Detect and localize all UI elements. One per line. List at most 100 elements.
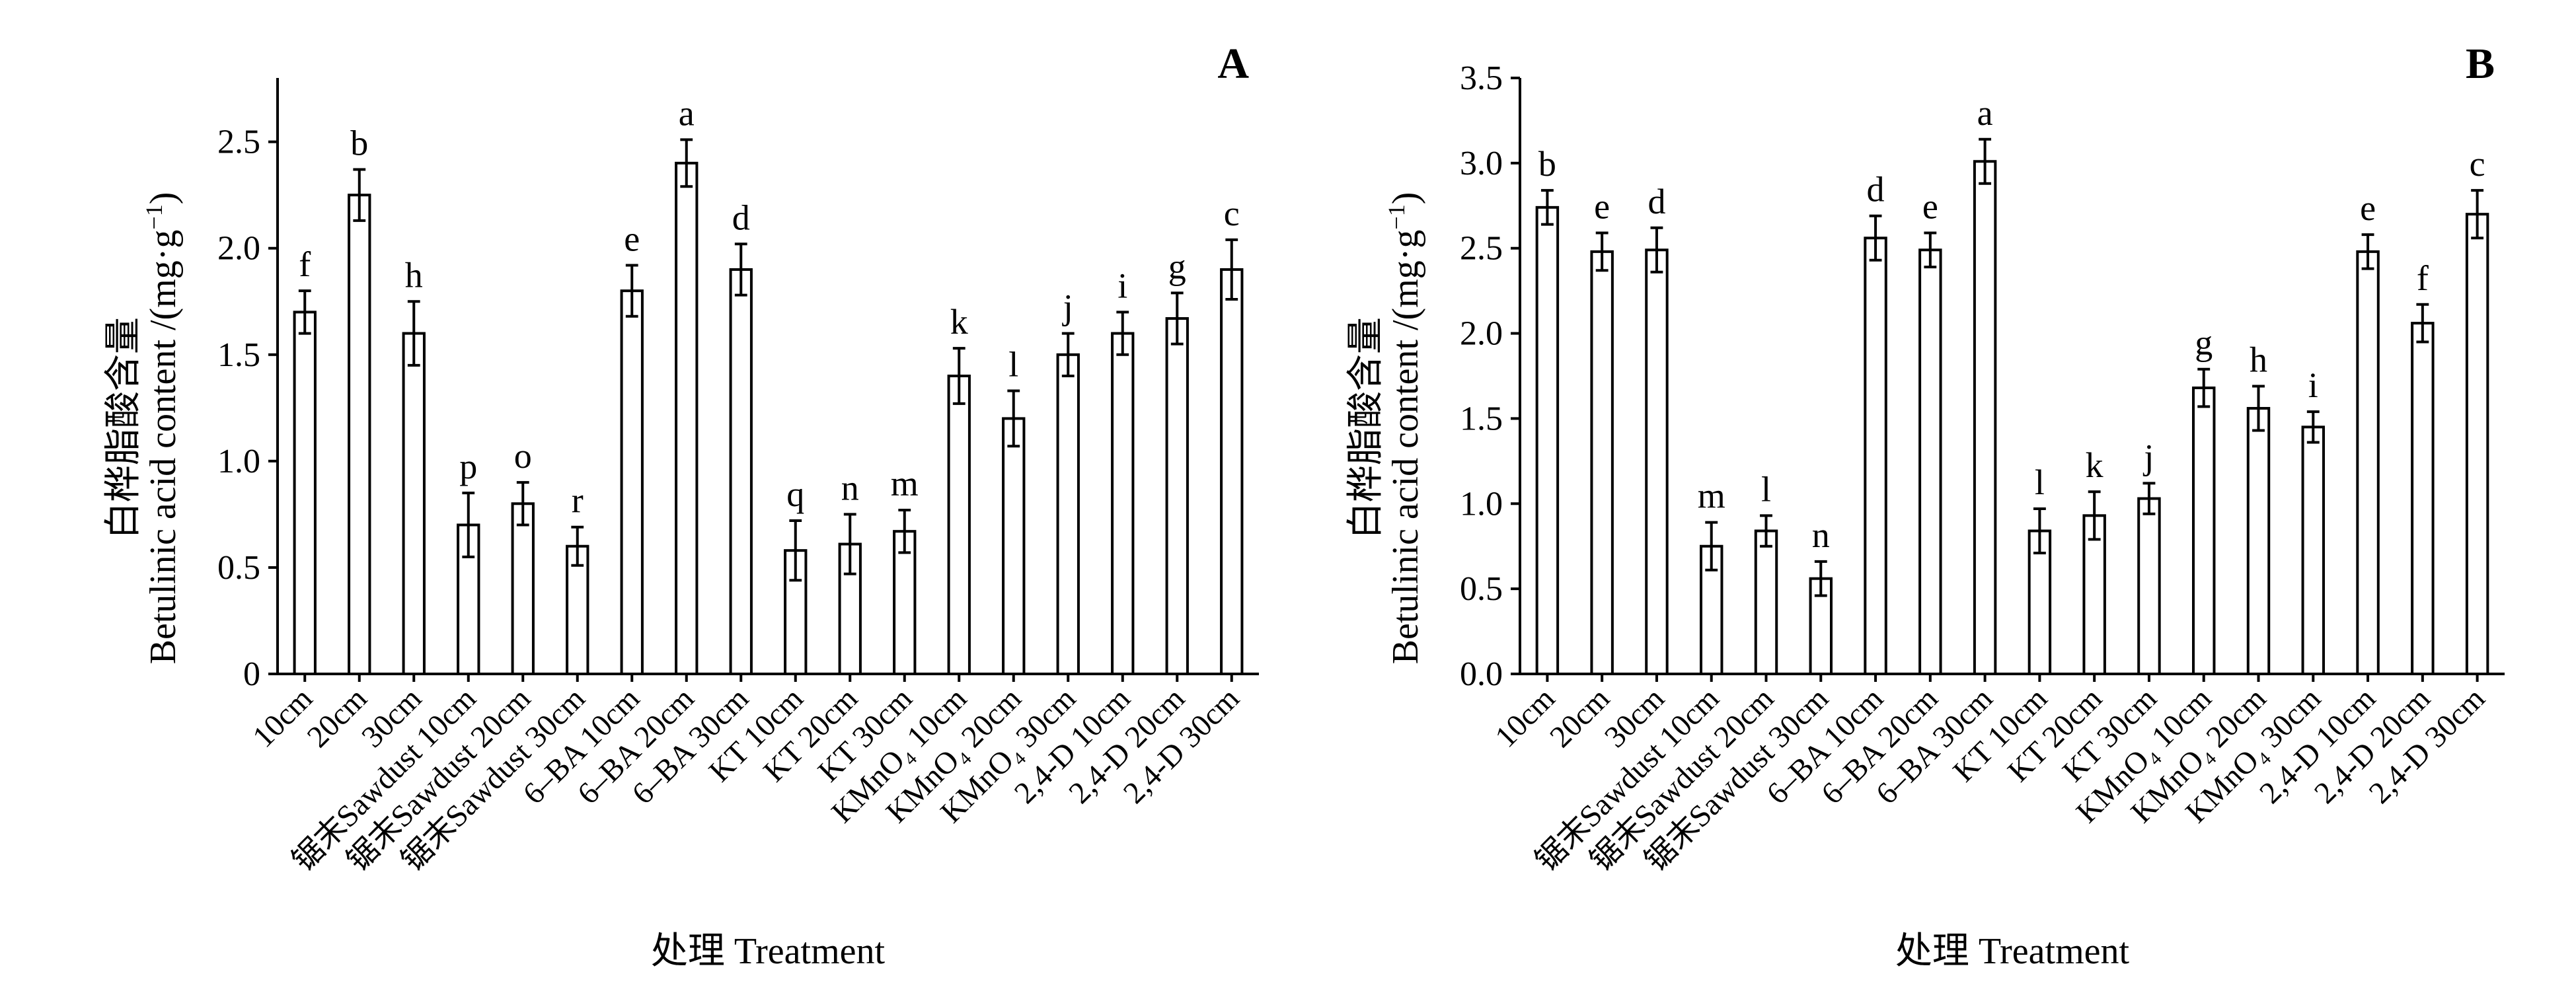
significance-label: e bbox=[624, 219, 640, 258]
significance-label: e bbox=[1594, 187, 1610, 227]
significance-label: m bbox=[891, 464, 919, 503]
y-axis-title-sup: −1 bbox=[1383, 204, 1410, 229]
bar bbox=[947, 375, 971, 675]
y-axis-title-close: ) bbox=[143, 192, 184, 205]
bar bbox=[1645, 248, 1669, 675]
bar bbox=[1590, 250, 1614, 675]
bar bbox=[2246, 406, 2271, 675]
bar bbox=[2027, 529, 2052, 676]
bar bbox=[1220, 268, 1244, 675]
y-tick-label: 2.0 bbox=[1460, 315, 1503, 353]
significance-label: h bbox=[405, 255, 423, 295]
significance-label: i bbox=[1118, 266, 1127, 305]
significance-label: l bbox=[1008, 345, 1018, 385]
x-axis-title: 处理 Treatment bbox=[651, 931, 886, 972]
y-axis-title-close: ) bbox=[1385, 192, 1426, 205]
y-axis-title-cn: 白桦脂酸含量 bbox=[1345, 317, 1386, 539]
chart-panel-a: A 处理 Treatment 白桦脂酸含量 Betulinic acid con… bbox=[103, 40, 1259, 972]
significance-label: l bbox=[2035, 462, 2045, 502]
bar bbox=[2301, 426, 2326, 675]
significance-label: r bbox=[572, 481, 584, 521]
significance-label: p bbox=[459, 447, 477, 486]
y-axis-title-en: Betulinic acid content /(mg·g−1) bbox=[1383, 192, 1426, 665]
significance-label: g bbox=[1168, 246, 1186, 286]
significance-label: c bbox=[1224, 194, 1240, 233]
x-axis-title: 处理 Treatment bbox=[1895, 931, 2130, 972]
significance-label: j bbox=[2142, 437, 2154, 476]
significance-label: n bbox=[1812, 515, 1830, 555]
category-label: 20cm bbox=[1543, 681, 1616, 755]
significance-label: k bbox=[950, 302, 968, 342]
significance-label: d bbox=[1648, 182, 1665, 221]
axes-layer: 0 0.5 1.0 1.5 2.0 2.5 bbox=[217, 78, 1259, 693]
significance-label: j bbox=[1062, 287, 1073, 327]
significance-label: f bbox=[2417, 258, 2429, 298]
significance-label: k bbox=[2086, 445, 2103, 485]
bar bbox=[1754, 529, 1778, 676]
y-tick-label: 0.5 bbox=[1460, 570, 1503, 608]
significance-label: n bbox=[841, 468, 859, 507]
y-tick-label: 1.5 bbox=[217, 336, 260, 374]
significance-label: d bbox=[732, 198, 750, 237]
y-axis-title-en-main: Betulinic acid content /(mg·g bbox=[1385, 230, 1426, 665]
bars-layer bbox=[1535, 137, 2489, 676]
significance-label: c bbox=[2470, 144, 2485, 184]
y-axis-title-cn: 白桦脂酸含量 bbox=[103, 317, 144, 539]
bar bbox=[1165, 317, 1189, 675]
y-axis-title-en-main: Betulinic acid content /(mg·g bbox=[143, 230, 184, 665]
bar bbox=[675, 161, 699, 676]
bar bbox=[1111, 332, 1135, 676]
bar bbox=[2411, 322, 2435, 675]
y-axis-title-en-group: Betulinic acid content /(mg·g−1) bbox=[1383, 192, 1426, 665]
y-tick-label: 1.0 bbox=[1460, 485, 1503, 523]
bar bbox=[511, 502, 535, 675]
y-tick-label: 2.5 bbox=[1460, 230, 1503, 268]
category-label: 20cm bbox=[301, 681, 374, 755]
bar bbox=[1973, 160, 1997, 675]
significance-label: q bbox=[786, 474, 804, 514]
panel-label: B bbox=[2466, 40, 2495, 88]
y-tick-label: 0.0 bbox=[1460, 655, 1503, 693]
significance-label: a bbox=[1977, 93, 1993, 133]
bar bbox=[348, 194, 371, 675]
significance-label: i bbox=[2308, 365, 2318, 405]
bar bbox=[729, 268, 753, 675]
bar bbox=[1864, 237, 1887, 676]
significance-label: d bbox=[1867, 170, 1885, 209]
significance-label: f bbox=[299, 244, 311, 284]
bar bbox=[1056, 353, 1080, 675]
significance-label: o bbox=[514, 436, 532, 476]
y-axis-title-cn-group: 白桦脂酸含量 bbox=[103, 317, 144, 539]
y-axis-title-en: Betulinic acid content /(mg·g−1) bbox=[141, 192, 184, 665]
bar bbox=[2356, 250, 2380, 675]
bar bbox=[2137, 497, 2161, 675]
y-tick-label: 2.5 bbox=[217, 124, 260, 161]
axes-layer: 0.0 0.5 1.0 1.5 2.0 2.5 3.0 3.5 bbox=[1460, 59, 2505, 693]
significance-label: b bbox=[350, 124, 368, 163]
bar bbox=[2465, 213, 2489, 675]
significance-label: e bbox=[1922, 187, 1938, 227]
significance-label: h bbox=[2250, 340, 2267, 379]
significance-label: b bbox=[1538, 144, 1556, 184]
y-tick-label: 1.0 bbox=[217, 443, 260, 480]
significance-label: a bbox=[679, 93, 695, 133]
bar bbox=[1002, 417, 1026, 676]
significance-label: m bbox=[1698, 476, 1725, 516]
bar bbox=[566, 544, 589, 676]
y-axis-title-cn-group: 白桦脂酸含量 bbox=[1345, 317, 1386, 539]
significance-label: l bbox=[1761, 469, 1771, 509]
y-axis-title-sup: −1 bbox=[141, 204, 167, 229]
bars-layer bbox=[293, 138, 1244, 676]
significance-label: e bbox=[2360, 188, 2376, 228]
bar bbox=[620, 289, 644, 675]
panel-label: A bbox=[1217, 40, 1249, 88]
bar bbox=[293, 311, 317, 676]
chart-panel-b: B 处理 Treatment 白桦脂酸含量 Betulinic acid con… bbox=[1345, 40, 2505, 972]
y-tick-label: 1.5 bbox=[1460, 400, 1503, 437]
y-tick-label: 0.5 bbox=[217, 549, 260, 587]
significance-label: g bbox=[2195, 323, 2213, 363]
y-tick-label: 3.0 bbox=[1460, 145, 1503, 182]
y-axis-title-en-group: Betulinic acid content /(mg·g−1) bbox=[141, 192, 184, 665]
bar bbox=[2191, 387, 2216, 675]
